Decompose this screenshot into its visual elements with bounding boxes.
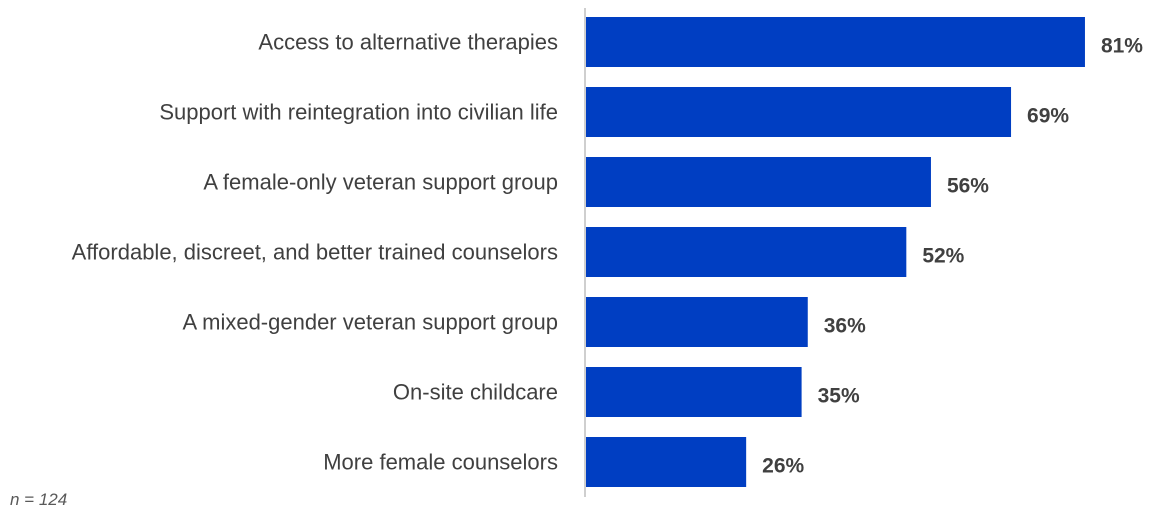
category-label-1: Access to alternative therapies (258, 30, 558, 55)
category-label-4: Affordable, discreet, and better trained… (72, 240, 558, 265)
bars-group (586, 17, 1085, 487)
category-label-2: Support with reintegration into civilian… (159, 100, 558, 125)
value-label-4: 52% (922, 245, 964, 268)
category-label-6: On-site childcare (393, 380, 558, 405)
category-labels-group: Access to alternative therapies Support w… (72, 30, 558, 475)
bar-4 (586, 227, 907, 277)
value-labels-group: 81% 69% 56% 52% 36% 35% 26% (762, 35, 1143, 478)
value-label-2: 69% (1027, 105, 1069, 128)
value-label-3: 56% (947, 175, 989, 198)
category-label-3: A female-only veteran support group (203, 170, 558, 195)
category-label-5: A mixed-gender veteran support group (183, 310, 558, 335)
value-label-5: 36% (824, 315, 866, 338)
bar-5 (586, 297, 808, 347)
bar-3 (586, 157, 931, 207)
bar-6 (586, 367, 802, 417)
bar-1 (586, 17, 1085, 67)
category-label-7: More female counselors (323, 450, 558, 475)
bar-2 (586, 87, 1012, 137)
sample-size-note: n = 124 (10, 490, 68, 509)
value-label-6: 35% (818, 385, 860, 408)
bar-7 (586, 437, 747, 487)
value-label-1: 81% (1101, 35, 1143, 58)
value-label-7: 26% (762, 455, 804, 478)
